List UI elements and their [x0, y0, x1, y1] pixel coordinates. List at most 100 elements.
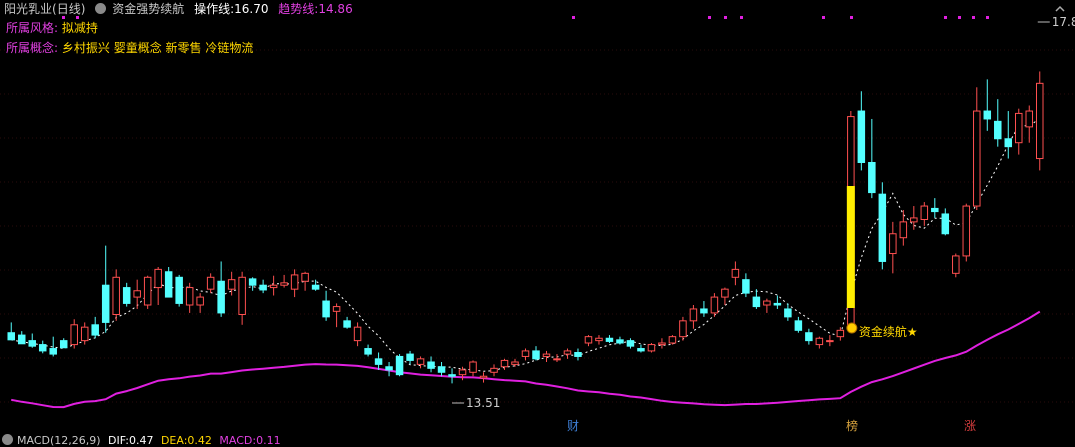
candle-body: [700, 308, 708, 314]
macd-title[interactable]: MACD(12,26,9): [17, 434, 101, 447]
event-flag-limit-up[interactable]: 涨: [963, 419, 976, 433]
candle-body: [217, 280, 225, 314]
candle-body: [899, 221, 908, 239]
stock-name[interactable]: 阳光乳业: [4, 2, 53, 16]
concept-label: 所属概念:: [6, 41, 59, 55]
op-line-label: 操作线:: [194, 2, 235, 16]
candle-body: [70, 324, 78, 346]
candle-body: [857, 110, 866, 163]
event-flag-billboard[interactable]: 榜: [845, 419, 858, 433]
macd-header: MACD(12,26,9) DIF:0.47 DEA:0.42 MACD:0.1…: [2, 434, 285, 447]
candle-body: [133, 290, 141, 298]
candle-body: [175, 276, 183, 304]
candle-body: [962, 205, 971, 257]
candle-body: [427, 361, 435, 369]
signal-dot: [972, 16, 975, 19]
style-label: 所属风格:: [6, 21, 59, 35]
macd-macd-value: 0.11: [256, 434, 281, 447]
candle-body: [353, 326, 362, 342]
candle-body: [710, 296, 719, 314]
candle-body: [826, 340, 834, 343]
candle-body: [931, 207, 939, 213]
macd-dif-value: 0.47: [128, 434, 154, 447]
signal-dot: [958, 16, 961, 19]
candle-body: [658, 342, 666, 346]
candle-body: [794, 320, 803, 331]
candle-body: [941, 213, 950, 235]
candle-body: [679, 320, 687, 338]
candle-body: [280, 282, 288, 286]
candle-body: [458, 369, 467, 376]
candle-body: [374, 358, 383, 365]
signal-dot: [708, 16, 711, 19]
candle-body: [290, 274, 299, 290]
candle-body: [752, 296, 761, 308]
candle-body: [763, 300, 771, 306]
candle-body: [731, 268, 740, 278]
candle-body: [616, 339, 624, 344]
markers-layer: 资金续航★ 17.83 13.51: [62, 15, 1075, 410]
candle-body: [500, 359, 509, 368]
signal-bar: [846, 186, 855, 308]
macd-dif-label: DIF:: [108, 434, 129, 447]
candle-body: [28, 340, 36, 347]
indicator-settings-icon[interactable]: [95, 3, 107, 14]
candle-body: [364, 348, 372, 355]
signal-label: 资金续航★: [859, 324, 918, 339]
candle-body: [437, 366, 446, 373]
low-price-label: 13.51: [466, 396, 500, 410]
candle-body: [1015, 112, 1023, 144]
signal-dot: [724, 16, 727, 19]
candle-body: [7, 332, 16, 341]
macd-settings-icon[interactable]: [2, 434, 13, 445]
candle-body: [563, 350, 572, 355]
chart-header: 阳光乳业(日线) 资金强势续航 操作线:16.70 趋势线:14.86: [4, 1, 359, 17]
candle-body: [490, 367, 498, 373]
candle-body: [164, 271, 173, 298]
op-line-value: 16.70: [234, 2, 269, 16]
candle-body: [154, 268, 162, 289]
candle-body: [994, 120, 1002, 140]
signal-dot: [986, 16, 989, 19]
indicator-name[interactable]: 资金强势续航: [112, 2, 185, 16]
event-flag-finance[interactable]: 财: [566, 419, 579, 433]
macd-dea-value: 0.42: [187, 434, 212, 447]
candle-body: [49, 348, 57, 355]
candle-body: [59, 340, 68, 349]
candle-body: [889, 233, 897, 255]
candle-body: [805, 332, 813, 342]
candle-body: [773, 302, 782, 306]
candle-body: [689, 308, 698, 322]
chevron-up-icon[interactable]: [1055, 4, 1065, 14]
candle-body: [80, 326, 89, 342]
candle-body: [122, 287, 131, 304]
candle-body: [542, 353, 551, 357]
candle-body: [605, 337, 614, 342]
coin-icon: [846, 322, 858, 334]
candle-body: [185, 287, 194, 306]
signal-dot: [76, 16, 79, 19]
candle-body: [332, 306, 341, 312]
candle-body: [1025, 110, 1034, 128]
macd-dea-label: DEA:: [160, 434, 188, 447]
candle-body: [878, 193, 887, 262]
signal-dot: [740, 16, 743, 19]
candle-body: [836, 329, 845, 338]
signal-dot: [850, 16, 853, 19]
candle-body: [815, 337, 824, 346]
candle-body: [143, 276, 152, 306]
candle-body: [259, 284, 267, 291]
candle-body: [521, 350, 530, 357]
candle-body: [647, 344, 656, 352]
candle-body: [206, 276, 215, 290]
trend-line-label: 趋势线:: [278, 2, 319, 16]
candle-body: [532, 350, 540, 360]
candle-body: [595, 337, 603, 342]
candle-body: [238, 276, 246, 315]
signal-dot: [944, 16, 947, 19]
candle-body: [311, 284, 320, 290]
candle-body: [721, 288, 729, 298]
candle-body: [322, 300, 330, 318]
style-value: 拟减持: [61, 21, 98, 35]
